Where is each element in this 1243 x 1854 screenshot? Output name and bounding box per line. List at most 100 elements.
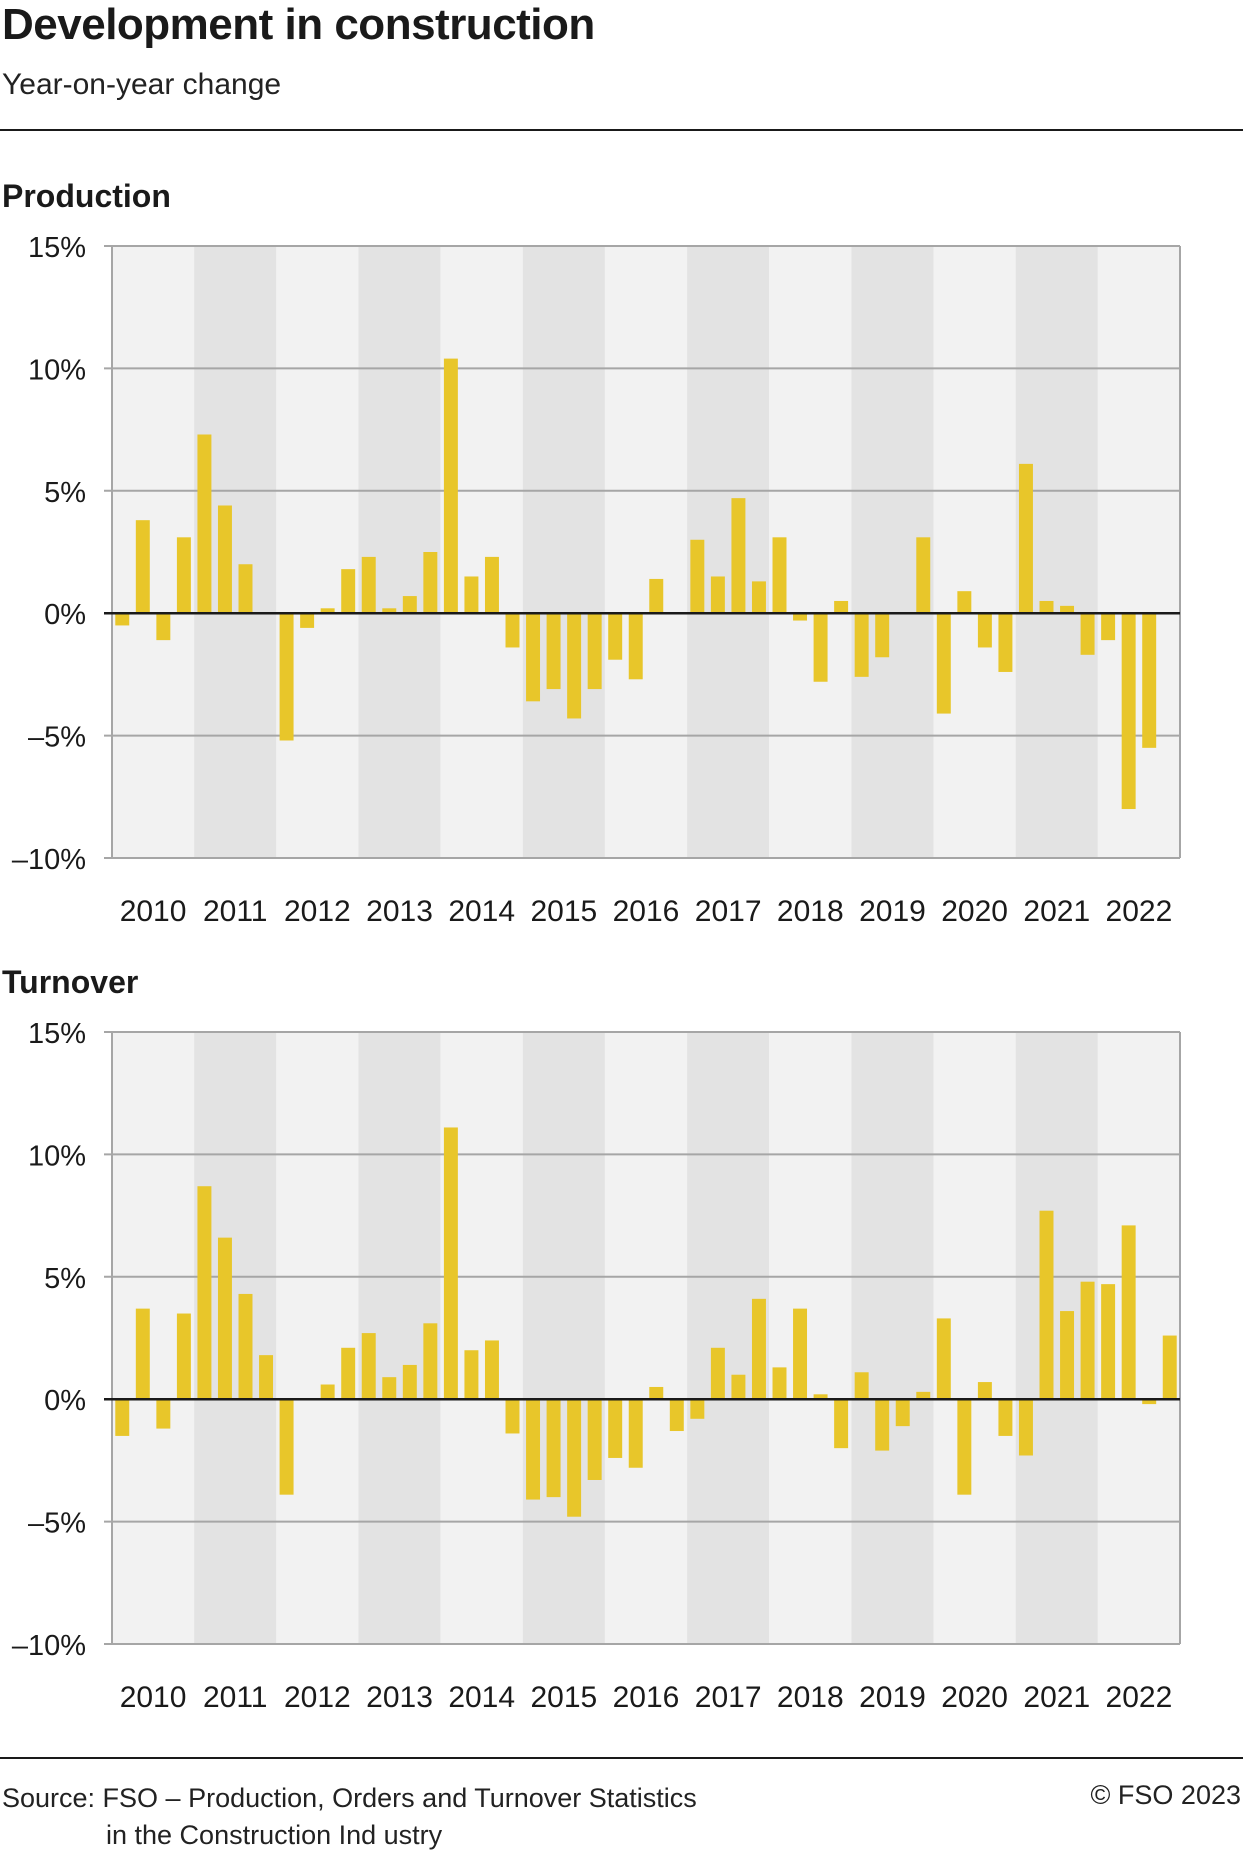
turnover-panel-title: Turnover	[2, 964, 139, 1000]
x-tick-label: 2015	[530, 895, 597, 928]
chart-title: Development in construction	[2, 0, 595, 49]
bar	[567, 1399, 582, 1517]
source-line-1: Source: FSO – Production, Orders and Tur…	[2, 1783, 697, 1813]
x-tick-label: 2013	[366, 895, 433, 928]
bar	[1060, 1311, 1075, 1400]
bar	[382, 608, 397, 614]
bar	[1121, 1225, 1136, 1400]
bar	[361, 556, 376, 614]
bar	[834, 600, 849, 614]
x-tick-label: 2021	[1023, 1681, 1090, 1714]
bar	[156, 613, 171, 641]
y-tick-label: 10%	[28, 354, 86, 386]
bar	[977, 1382, 992, 1400]
x-tick-label: 2016	[613, 895, 680, 928]
bar	[710, 1347, 725, 1400]
bar	[443, 1127, 458, 1400]
x-tick-label: 2014	[448, 895, 515, 928]
bar	[361, 1333, 376, 1400]
bar	[115, 613, 130, 626]
bar	[731, 498, 746, 614]
bar	[1039, 1210, 1054, 1400]
year-band	[604, 246, 688, 858]
y-tick-label: 10%	[28, 1140, 86, 1172]
bar	[505, 1399, 520, 1434]
bar	[505, 613, 520, 648]
bar	[998, 1399, 1013, 1436]
bar	[546, 613, 561, 690]
x-tick-label: 2022	[1106, 895, 1173, 928]
bar	[176, 537, 191, 614]
bar	[1162, 1335, 1177, 1400]
bar	[423, 552, 438, 614]
bar	[464, 1350, 479, 1400]
year-band	[933, 246, 1016, 858]
year-band	[1097, 246, 1180, 858]
x-tick-label: 2017	[695, 1681, 762, 1714]
bar	[649, 578, 664, 614]
bar	[957, 1399, 972, 1495]
bar	[608, 613, 623, 660]
footer-rule	[0, 1757, 1243, 1759]
bar	[402, 596, 417, 614]
bar	[464, 576, 479, 614]
x-tick-label: 2016	[613, 1681, 680, 1714]
bar	[197, 1186, 212, 1400]
bar	[875, 1399, 890, 1451]
x-tick-label: 2022	[1106, 1681, 1173, 1714]
source-line-2: in the Construction Ind ustry	[106, 1820, 443, 1850]
bar	[1121, 613, 1136, 810]
x-tick-label: 2012	[284, 895, 351, 928]
y-tick-label: –10%	[12, 844, 86, 876]
bar	[936, 1318, 951, 1400]
bar	[649, 1386, 664, 1400]
bar	[135, 520, 150, 614]
x-tick-label: 2019	[859, 895, 926, 928]
y-tick-label: 15%	[28, 232, 86, 264]
bar	[238, 564, 253, 614]
bar	[423, 1323, 438, 1400]
copyright: © FSO 2023	[1090, 1780, 1241, 1810]
y-tick-label: 15%	[28, 1018, 86, 1050]
bar	[526, 1399, 541, 1500]
bar	[115, 1399, 130, 1436]
bar	[957, 591, 972, 614]
bar	[176, 1313, 191, 1400]
bar	[916, 1391, 931, 1400]
production-chart: 15% 10% 5% 0% –5% –10% 2010 2011 2012 2013 2014 201…	[12, 232, 1181, 928]
x-tick-label: 2013	[366, 1681, 433, 1714]
year-band	[276, 1032, 359, 1644]
x-tick-label: 2010	[120, 895, 187, 928]
y-tick-label: –5%	[28, 722, 86, 754]
x-tick-label: 2015	[530, 1681, 597, 1714]
bar	[628, 1399, 643, 1468]
bar	[895, 1399, 910, 1427]
bar	[156, 1399, 171, 1429]
bar	[443, 358, 458, 614]
bar	[259, 1355, 274, 1400]
bar	[751, 581, 766, 614]
production-panel-title: Production	[2, 178, 171, 214]
bar	[793, 613, 808, 621]
bar	[1039, 600, 1054, 614]
bar	[690, 1399, 705, 1419]
y-tick-label: 5%	[44, 1263, 86, 1295]
bar	[751, 1298, 766, 1400]
bar	[936, 613, 951, 714]
year-band	[522, 246, 605, 858]
bar	[587, 613, 602, 690]
bar	[484, 1340, 499, 1400]
x-tick-label: 2019	[859, 1681, 926, 1714]
y-tick-label: –5%	[28, 1508, 86, 1540]
x-tick-label: 2014	[448, 1681, 515, 1714]
bar	[341, 1347, 356, 1400]
y-tick-label: 0%	[44, 599, 86, 631]
y-tick-label: –10%	[12, 1630, 86, 1662]
x-tick-label: 2012	[284, 1681, 351, 1714]
x-tick-label: 2021	[1023, 895, 1090, 928]
bar	[977, 613, 992, 648]
bar	[279, 613, 294, 741]
bar	[710, 576, 725, 614]
bar	[875, 613, 890, 658]
bar	[813, 1394, 828, 1400]
